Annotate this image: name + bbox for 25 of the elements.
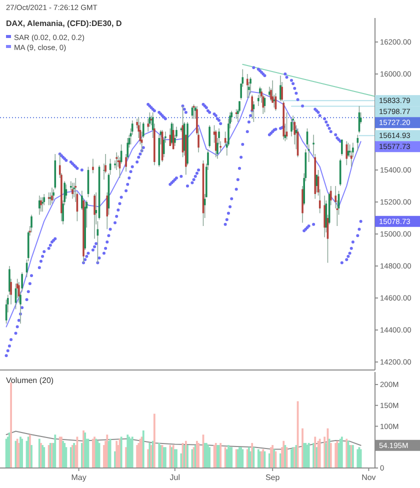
candlestick — [268, 86, 270, 97]
candlestick — [208, 124, 210, 148]
candlestick — [42, 196, 44, 212]
x-tick-label: Jul — [170, 473, 180, 482]
candlestick — [40, 196, 42, 212]
candlestick — [38, 195, 40, 216]
candlestick — [250, 76, 252, 94]
candlestick — [52, 188, 54, 201]
candlestick — [48, 192, 50, 206]
candlestick — [51, 187, 53, 204]
candlestick — [30, 214, 32, 233]
x-tick-label: May — [71, 473, 86, 482]
text: Volumen (20) — [6, 376, 54, 385]
line-series — [6, 430, 362, 450]
chart-title: DAX, Alemania, (CFD):DE30, D — [6, 19, 122, 28]
candlestick — [92, 158, 94, 174]
candlestick — [324, 195, 326, 238]
candlestick — [72, 182, 74, 200]
candlestick — [290, 118, 292, 137]
candlestick — [246, 74, 248, 98]
candlestick — [94, 194, 96, 240]
x-tick-label: Nov — [362, 473, 376, 482]
x-tick-label: Sep — [265, 473, 280, 482]
candlestick — [73, 182, 75, 198]
candlestick — [341, 139, 343, 156]
